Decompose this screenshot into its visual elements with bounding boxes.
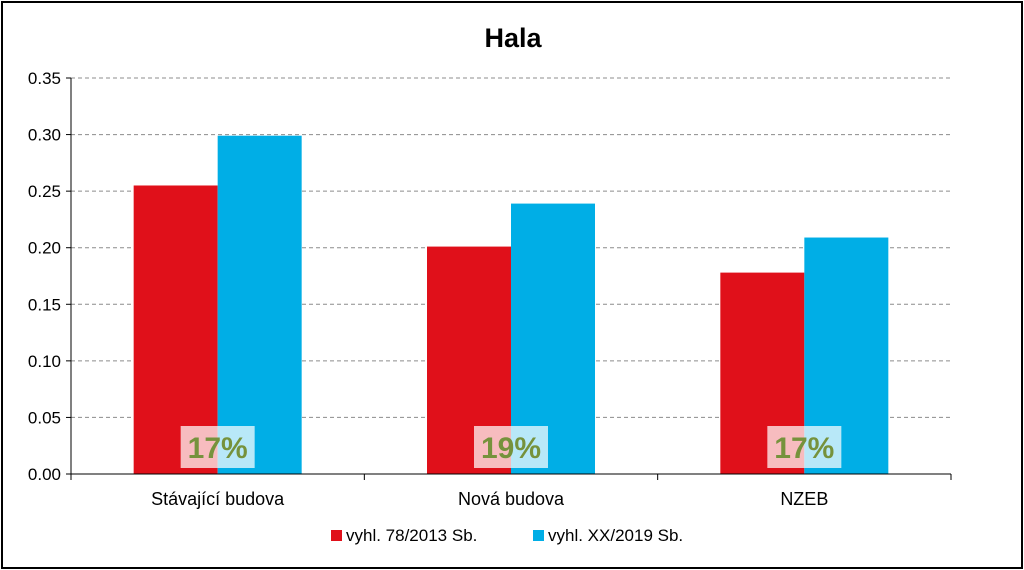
y-tick-label: 0.25: [28, 182, 61, 201]
legend-swatch: [533, 530, 544, 541]
percent-label: 17%: [188, 432, 248, 465]
bar: [133, 185, 218, 474]
y-tick-label: 0.15: [28, 295, 61, 314]
percent-label: 17%: [774, 432, 834, 465]
legend: vyhl. 78/2013 Sb. vyhl. XX/2019 Sb.: [331, 526, 683, 545]
percent-label: 19%: [481, 432, 541, 465]
percent-label-box: [180, 426, 255, 468]
percent-labels: 17% 19% 17%: [180, 426, 842, 468]
chart-title: Hala: [484, 23, 542, 53]
percent-label-box: [767, 426, 842, 468]
axes: 0.00 0.05 0.10 0.15 0.20 0.25 0.30 0.35 Stávajíc…: [28, 69, 952, 509]
bar: [217, 135, 302, 474]
y-tick-label: 0.30: [28, 126, 61, 145]
bar-chart: Hala 17% 19% 17% 0.000.050.100.150.200.250…: [28, 23, 952, 545]
legend-label: vyhl. 78/2013 Sb.: [346, 526, 477, 545]
y-tick-label: 0.20: [28, 239, 61, 258]
bars: [133, 135, 889, 475]
x-tick-label: NZEB: [780, 489, 828, 509]
y-tick-label: 0.35: [28, 69, 61, 88]
percent-label-box: [474, 426, 548, 468]
x-tick-label: Stávající budova: [151, 489, 285, 509]
y-tick-label: 0.10: [28, 352, 61, 371]
y-tick-label: 0.00: [28, 465, 61, 484]
x-tick-label: Nová budova: [458, 489, 565, 509]
legend-label: vyhl. XX/2019 Sb.: [548, 526, 683, 545]
y-tick-label: 0.05: [28, 408, 61, 427]
legend-swatch: [331, 530, 342, 541]
